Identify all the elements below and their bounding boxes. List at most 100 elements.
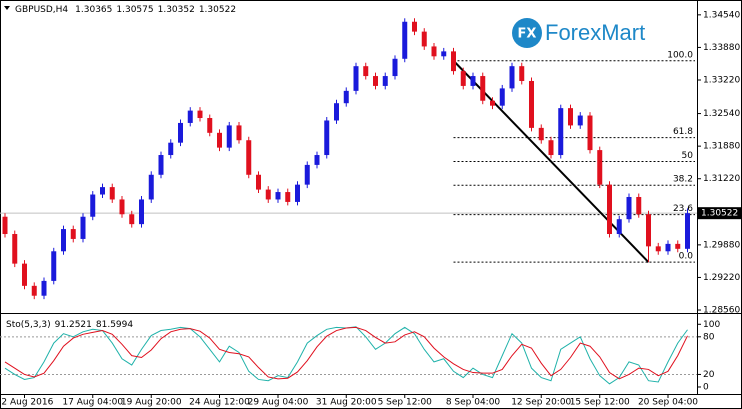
indicator-header: Sto(5,3,3) 91.2521 81.5994 xyxy=(6,320,133,330)
candle-body xyxy=(636,196,642,215)
candle-body xyxy=(51,251,57,281)
candle-body xyxy=(646,214,651,247)
candle xyxy=(343,87,349,107)
candle xyxy=(441,47,447,60)
candle-body xyxy=(109,187,115,200)
symbol: GBPUSD,H4 xyxy=(15,5,68,15)
candle-body xyxy=(451,51,456,72)
x-tick-label: 20 Sep 04:00 xyxy=(638,398,698,408)
candle-body xyxy=(236,125,242,141)
y-tick-label: 1.34540 xyxy=(703,10,740,20)
candle xyxy=(148,171,154,203)
x-tick-label: 31 Aug 20:00 xyxy=(316,398,377,408)
candle xyxy=(587,112,593,154)
candle-body xyxy=(675,243,681,249)
candle xyxy=(129,210,135,228)
candle-body xyxy=(70,229,76,239)
candle-body xyxy=(304,164,310,185)
candle xyxy=(646,210,651,263)
candle-body xyxy=(334,103,339,121)
candle xyxy=(119,196,125,218)
candle xyxy=(295,181,300,206)
indicator-line xyxy=(4,326,688,380)
candle-body xyxy=(616,219,622,235)
candle xyxy=(22,260,27,290)
candle-body xyxy=(480,76,486,101)
fib-label: 38.2 xyxy=(673,175,693,185)
candle xyxy=(665,240,671,255)
candle-body xyxy=(460,71,466,86)
candle xyxy=(636,193,642,218)
y-tick-label: 1.29220 xyxy=(703,273,740,283)
candle-body xyxy=(353,66,359,91)
candle-body xyxy=(275,192,281,200)
candle xyxy=(558,104,564,159)
y-tick-label: 1.33880 xyxy=(703,43,740,53)
candle xyxy=(2,213,8,238)
candle xyxy=(178,119,183,147)
candle-body xyxy=(256,174,261,190)
candle xyxy=(31,282,37,300)
candle-body xyxy=(295,184,300,202)
candle-body xyxy=(685,213,690,249)
candle-body xyxy=(548,140,554,156)
candle xyxy=(538,124,544,144)
candle xyxy=(217,129,222,152)
fib-label: 61.8 xyxy=(673,127,693,137)
candle-body xyxy=(363,66,369,77)
candle xyxy=(655,242,661,255)
menu-arrow xyxy=(4,6,10,10)
current-price-box xyxy=(698,207,742,220)
candle-body xyxy=(607,184,612,235)
candle xyxy=(70,225,76,243)
candle xyxy=(324,117,330,159)
candle xyxy=(402,18,408,63)
indicator-tick-label: 80 xyxy=(703,332,715,342)
candle-body xyxy=(509,66,515,89)
candle xyxy=(597,146,603,189)
candle xyxy=(353,62,359,95)
x-tick-label: 8 Sep 04:00 xyxy=(446,398,501,408)
candle xyxy=(275,188,281,203)
logo-text: ForexMart xyxy=(545,20,645,45)
candle-body xyxy=(314,155,320,165)
x-tick-label: 5 Sep 12:00 xyxy=(378,398,433,408)
candle xyxy=(246,136,252,179)
candle-body xyxy=(139,199,144,225)
candle xyxy=(607,181,612,238)
candle-body xyxy=(12,234,18,264)
trend-line xyxy=(452,60,650,263)
chart-header: GBPUSD,H4 1.30365 1.30575 1.30352 1.30522 xyxy=(15,5,236,15)
candle xyxy=(304,161,310,189)
y-tick-label: 1.31880 xyxy=(703,142,740,152)
candle xyxy=(675,240,681,253)
fib-label: 23.6 xyxy=(673,204,693,214)
fib-label: 0.0 xyxy=(679,252,694,262)
candle xyxy=(519,62,525,85)
candle-body xyxy=(197,110,203,119)
candle xyxy=(314,151,320,169)
y-tick-label: 1.29880 xyxy=(703,240,740,250)
candle xyxy=(451,47,456,75)
candle xyxy=(392,55,398,80)
candle xyxy=(256,171,261,194)
candle-body xyxy=(499,88,505,106)
candle xyxy=(373,72,378,90)
candle-body xyxy=(61,229,66,252)
indicator-tick-label: 100 xyxy=(703,320,720,330)
current-price-label: 1.30522 xyxy=(701,209,738,219)
candle-body xyxy=(470,76,476,86)
candle-body xyxy=(373,76,378,86)
candle xyxy=(548,136,554,159)
candle-body xyxy=(41,280,47,296)
candle xyxy=(616,215,622,238)
candle xyxy=(421,28,427,50)
candle-body xyxy=(402,21,408,59)
candle-body xyxy=(22,263,27,286)
candle xyxy=(490,97,495,110)
candle-body xyxy=(90,194,96,217)
candle-body xyxy=(519,66,525,81)
candle-body xyxy=(119,199,125,215)
candle xyxy=(265,186,271,203)
candle-body xyxy=(392,58,398,77)
